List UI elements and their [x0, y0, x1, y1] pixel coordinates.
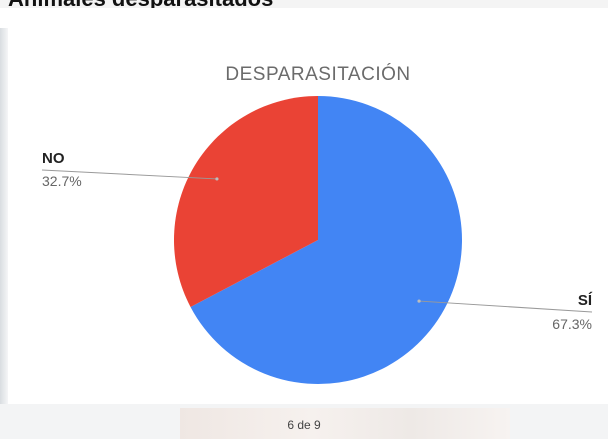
pie-slice-si	[190, 96, 463, 384]
chart-title: DESPARASITACIÓN	[225, 63, 410, 85]
bottom-preview-strip	[180, 408, 510, 439]
leader-line-si	[419, 300, 593, 313]
slice-label-si: SÍ	[578, 292, 593, 309]
pie-slice-no	[173, 96, 318, 307]
page-counter: 6 de 9	[287, 418, 321, 432]
page-heading: Animales desparasitados	[8, 0, 273, 8]
slice-label-no: NO	[42, 150, 65, 167]
slice-percent-si: 67.3%	[552, 316, 592, 332]
left-edge-shade	[0, 28, 8, 439]
heading-strip: Animales desparasitados	[0, 0, 608, 8]
leader-lines	[41, 169, 593, 313]
pie-slices	[173, 96, 463, 384]
leader-dot-si	[417, 299, 421, 303]
leader-line-no	[41, 169, 217, 180]
leader-dot-no	[215, 177, 219, 181]
slice-percent-no: 32.7%	[42, 173, 82, 189]
